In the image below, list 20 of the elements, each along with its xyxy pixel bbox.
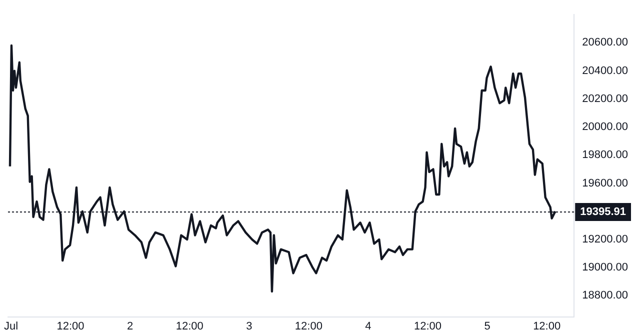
y-tick-label: 20200.00 xyxy=(582,92,628,105)
x-tick-label: 12:00 xyxy=(294,320,322,332)
x-tick-label: 3 xyxy=(246,320,252,332)
x-tick-label: 5 xyxy=(484,320,490,332)
y-tick-label: 20600.00 xyxy=(582,36,628,49)
x-tick-label: 12:00 xyxy=(533,320,561,332)
x-tick-label: 4 xyxy=(365,320,372,332)
x-tick-label: 12:00 xyxy=(176,320,204,332)
y-tick-label: 20000.00 xyxy=(582,121,628,134)
ref-line-label: 19395.91 xyxy=(580,206,626,218)
y-tick-label: 19200.00 xyxy=(582,234,628,246)
y-tick-label: 20400.00 xyxy=(582,64,628,77)
x-tick-label: 12:00 xyxy=(56,320,84,332)
y-tick-label: 19000.00 xyxy=(582,262,628,274)
x-tick-label: 12:00 xyxy=(414,320,442,332)
x-tick-label: 2 xyxy=(126,320,134,332)
y-tick-label: 19800.00 xyxy=(582,149,628,162)
y-tick-label: 18800.00 xyxy=(582,290,628,302)
y-tick-label: 19600.00 xyxy=(582,177,628,190)
x-tick-label: Jul xyxy=(4,320,18,332)
